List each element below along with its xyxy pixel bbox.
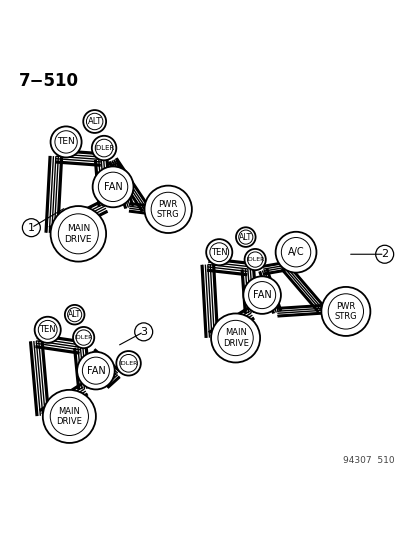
Text: ALT: ALT [87, 117, 102, 126]
Circle shape [244, 249, 265, 270]
Text: FAN: FAN [252, 290, 271, 300]
Text: FAN: FAN [103, 182, 122, 192]
Text: ALT: ALT [239, 232, 252, 241]
Text: 3: 3 [140, 327, 147, 337]
Circle shape [43, 390, 96, 443]
Circle shape [116, 351, 140, 376]
Text: IDLER: IDLER [74, 335, 93, 340]
Text: ALT: ALT [68, 310, 81, 319]
Text: 1: 1 [28, 223, 35, 233]
Text: 94307  510: 94307 510 [342, 456, 394, 465]
Circle shape [92, 136, 116, 160]
Circle shape [211, 313, 259, 362]
Text: IDLER: IDLER [94, 145, 114, 151]
Text: TEN: TEN [57, 138, 75, 147]
Circle shape [73, 327, 94, 348]
Circle shape [320, 287, 370, 336]
Circle shape [243, 276, 280, 314]
Text: MAIN
DRIVE: MAIN DRIVE [222, 328, 248, 348]
Circle shape [275, 232, 316, 272]
Circle shape [77, 352, 114, 390]
Text: PWR
STRG: PWR STRG [334, 302, 356, 321]
Text: TEN: TEN [39, 325, 56, 334]
Text: MAIN
DRIVE: MAIN DRIVE [64, 224, 92, 244]
Text: 7−510: 7−510 [19, 72, 79, 91]
Circle shape [50, 126, 81, 157]
Circle shape [50, 206, 106, 262]
Circle shape [144, 185, 191, 233]
Text: PWR
STRG: PWR STRG [157, 200, 179, 219]
Text: 2: 2 [380, 249, 387, 259]
Text: IDLER: IDLER [245, 257, 264, 262]
Text: IDLER: IDLER [119, 361, 138, 366]
Circle shape [83, 110, 106, 133]
Text: FAN: FAN [86, 366, 105, 376]
Text: A/C: A/C [287, 247, 304, 257]
Circle shape [235, 227, 255, 247]
Circle shape [35, 317, 61, 343]
Circle shape [93, 166, 133, 207]
Circle shape [65, 305, 84, 325]
Text: MAIN
DRIVE: MAIN DRIVE [56, 407, 82, 426]
Circle shape [206, 239, 232, 265]
Text: TEN: TEN [211, 248, 227, 257]
